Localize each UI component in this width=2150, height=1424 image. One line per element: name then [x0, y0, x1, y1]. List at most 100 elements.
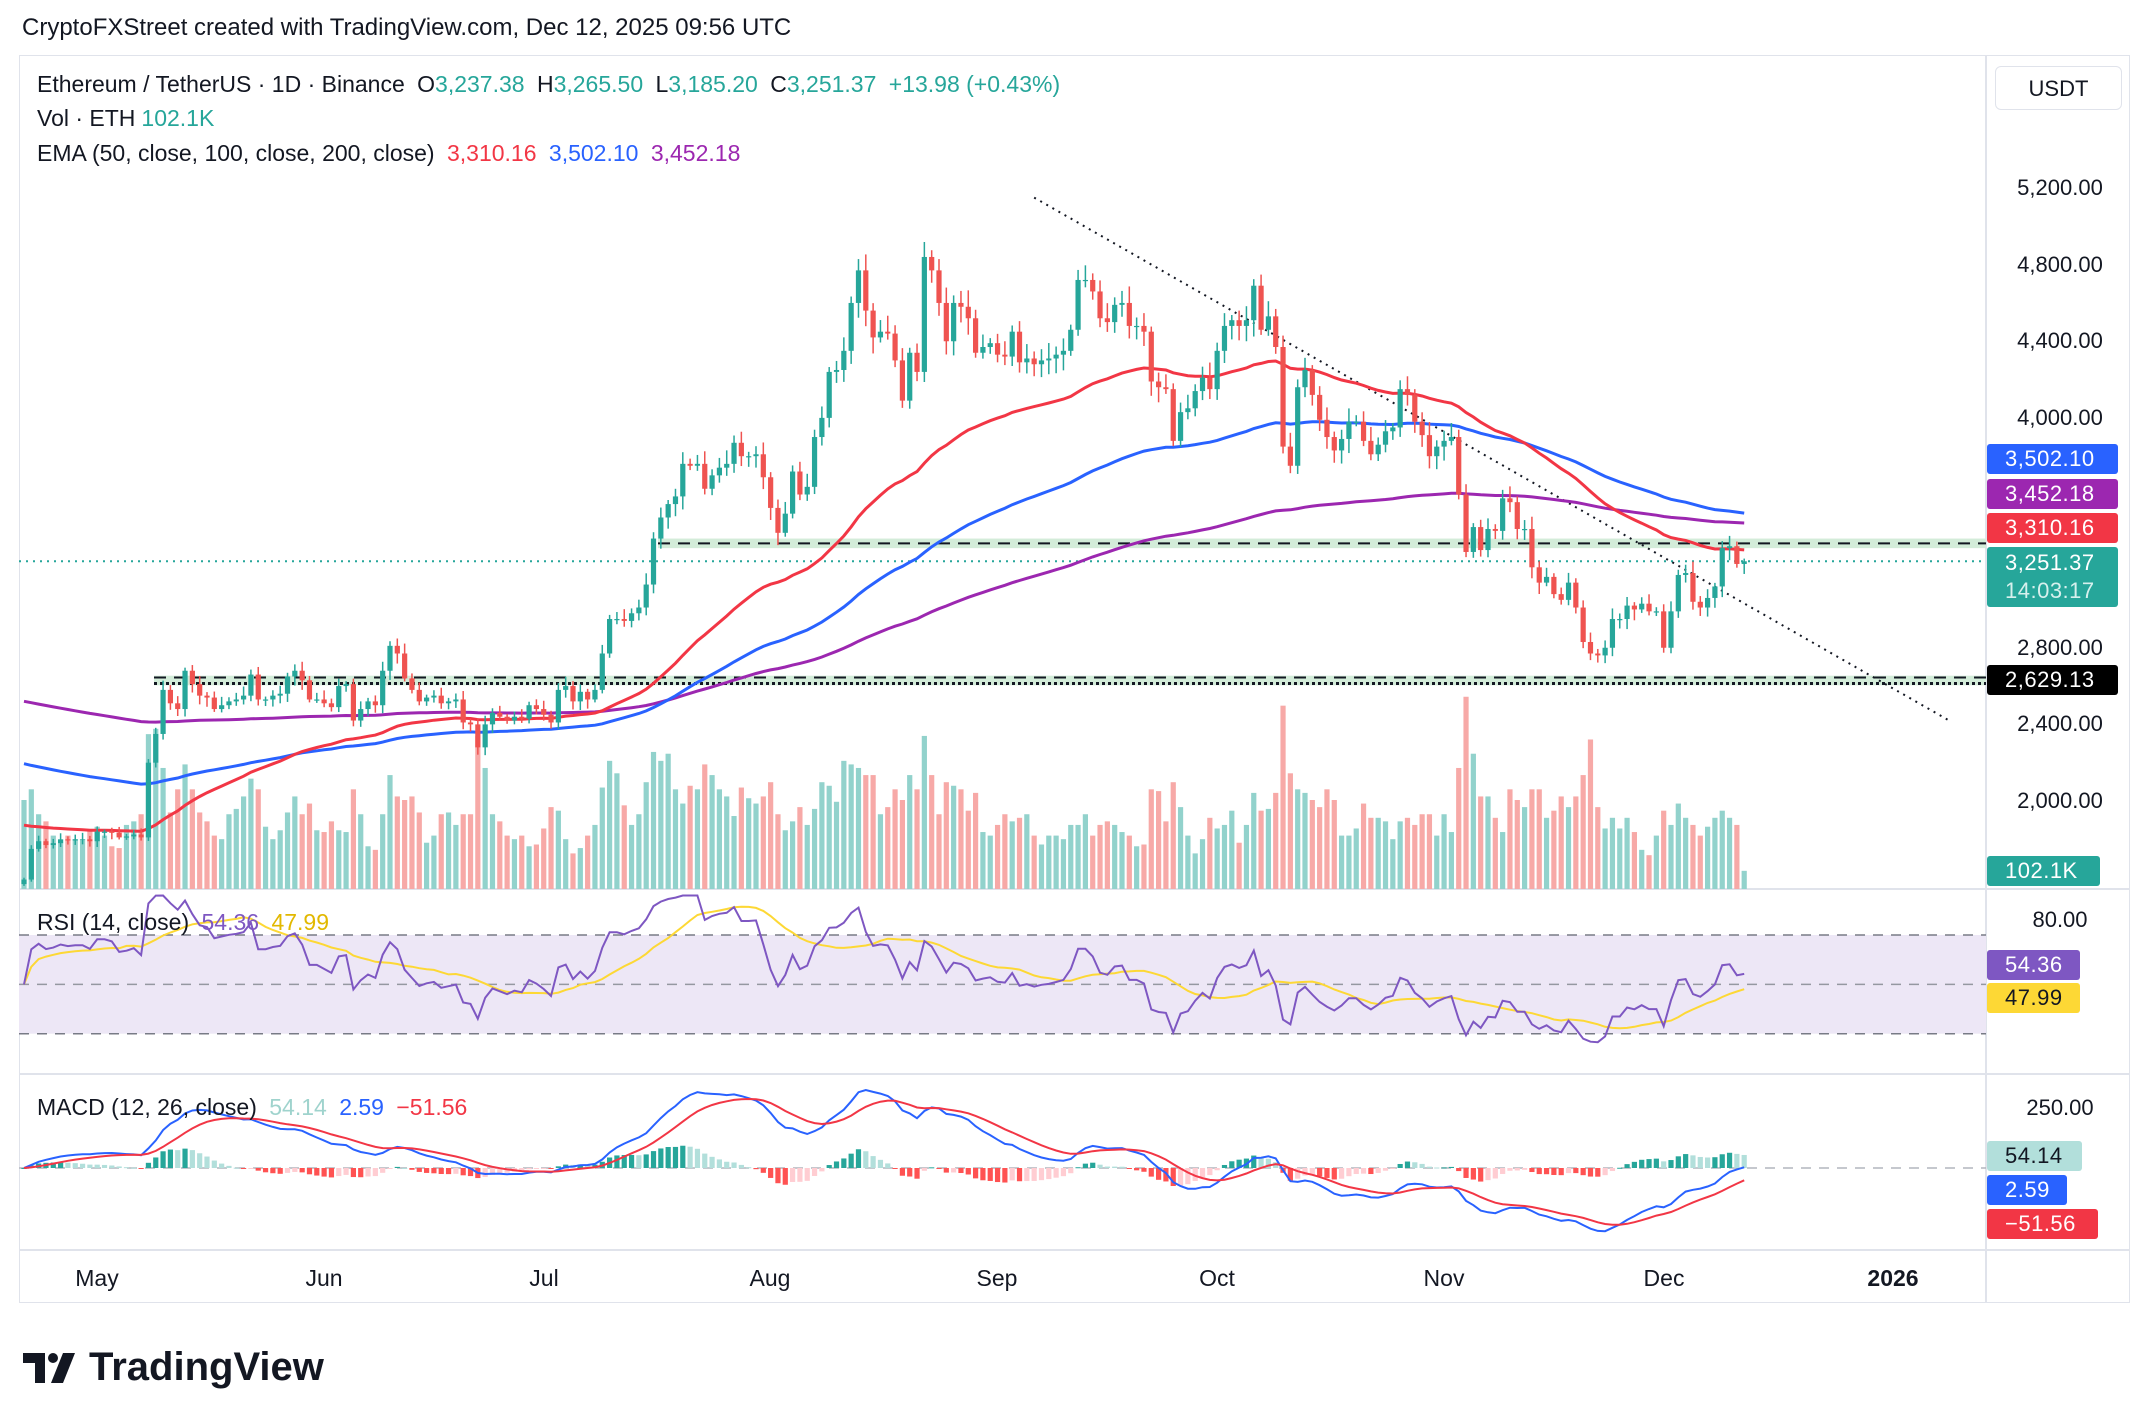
volume-bar — [804, 824, 810, 889]
candle-body — [548, 714, 554, 723]
volume-bar — [94, 826, 100, 889]
candle-body — [1404, 389, 1411, 395]
candle-body — [504, 716, 510, 721]
volume-bar — [1478, 796, 1484, 889]
macd-histogram-bar — [1141, 1168, 1147, 1172]
candle-body — [1024, 358, 1030, 363]
candle-body — [738, 442, 744, 457]
volume-bar — [365, 846, 371, 889]
macd-histogram-bar — [1192, 1168, 1198, 1181]
candle-body — [1412, 394, 1418, 422]
macd-histogram-bar — [1514, 1168, 1520, 1171]
volume-bar — [1397, 821, 1403, 889]
volume-bar — [994, 824, 1001, 889]
time-label: Nov — [1423, 1265, 1465, 1291]
candle-body — [636, 607, 642, 614]
macd-histogram-bar — [1390, 1168, 1396, 1169]
macd-histogram-bar — [431, 1168, 437, 1174]
volume-bar — [951, 785, 957, 889]
macd-histogram-bar — [109, 1165, 115, 1168]
macd-histogram-bar — [1075, 1167, 1081, 1169]
candle-body — [175, 703, 181, 710]
macd-histogram-bar — [1470, 1168, 1476, 1180]
candle-body — [885, 331, 891, 334]
candle-body — [1470, 527, 1476, 552]
volume-bar — [1185, 835, 1191, 889]
price-tick: 4,000.00 — [2017, 405, 2103, 430]
volume-bar — [870, 775, 876, 889]
candle-body — [50, 843, 56, 846]
candle-body — [943, 302, 949, 342]
macd-histogram-bar — [233, 1167, 239, 1169]
volume-bar — [1287, 773, 1293, 889]
volume-bar — [109, 846, 115, 889]
candle-body — [1741, 561, 1747, 564]
legend-ohlc: Ethereum / TetherUS · 1D · Binance O3,23… — [37, 71, 1066, 98]
volume-bar — [1104, 821, 1110, 889]
macd-histogram-bar — [306, 1168, 313, 1175]
volume-bar — [1258, 810, 1264, 889]
macd-histogram-bar — [145, 1162, 152, 1168]
macd-histogram-bar — [621, 1155, 627, 1168]
candle-body — [782, 513, 788, 533]
volume-bar — [1690, 824, 1696, 889]
macd-histogram-bar — [467, 1168, 474, 1177]
candle-body — [1573, 582, 1579, 608]
volume-bar — [511, 839, 518, 889]
volume-bar — [760, 796, 766, 889]
macd-histogram-bar — [189, 1150, 195, 1168]
volume-bar — [628, 824, 635, 889]
volume-bar — [1199, 839, 1206, 889]
volume-bar — [797, 807, 803, 889]
macd-histogram-bar — [951, 1168, 957, 1173]
macd-histogram-bar — [94, 1164, 100, 1168]
legend-change: +13.98 (+0.43%) — [888, 71, 1061, 97]
macd-histogram-bar — [760, 1168, 766, 1173]
candle-body — [1104, 318, 1110, 323]
macd-histogram-bar — [1726, 1152, 1733, 1168]
macd-histogram-bar — [936, 1168, 942, 1169]
volume-bar — [694, 789, 701, 889]
volume-bar — [167, 812, 173, 889]
macd-histogram-bar — [804, 1168, 810, 1181]
candle-body — [284, 676, 291, 694]
macd-histogram-bar — [1587, 1168, 1594, 1177]
macd-histogram-bar — [248, 1168, 254, 1169]
macd-histogram-bar — [899, 1168, 905, 1176]
macd-histogram-bar — [702, 1153, 708, 1168]
legend-macd-value: 2.59 — [339, 1094, 384, 1120]
currency-selector[interactable]: USDT — [1995, 66, 2122, 110]
volume-bar — [1273, 792, 1279, 889]
volume-bar — [585, 835, 591, 889]
macd-histogram-bar — [1595, 1168, 1601, 1177]
legend-macd-signal: −51.56 — [396, 1094, 468, 1120]
legend-low: 3,185.20 — [668, 71, 758, 97]
volume-bar — [929, 775, 935, 889]
legend-ema100: 3,502.10 — [548, 140, 639, 166]
macd-histogram-bar — [453, 1168, 459, 1174]
macd-hist-tag: 54.14 — [1987, 1141, 2082, 1171]
candle-body — [1031, 358, 1037, 365]
macd-histogram-bar — [1565, 1168, 1572, 1174]
tradingview-logo[interactable]: TradingView — [23, 1345, 324, 1390]
candle-body — [1580, 607, 1586, 643]
macd-histogram-bar — [1060, 1168, 1067, 1177]
candle-body — [167, 689, 173, 704]
candle-body — [277, 693, 283, 696]
candle-body — [431, 695, 437, 698]
volume-bar — [1639, 849, 1645, 889]
candle-body — [153, 733, 159, 763]
legend-volume: Vol · ETH 102.1K — [37, 105, 220, 132]
candle-body — [138, 834, 144, 838]
volume-bar — [1697, 835, 1703, 889]
volume-bar — [72, 839, 78, 889]
candle-body — [1565, 582, 1572, 600]
candle-body — [797, 471, 803, 495]
volume-bar — [636, 814, 642, 889]
candle-body — [1038, 360, 1045, 365]
volume-bar — [1236, 842, 1242, 889]
volume-bar — [1148, 789, 1154, 889]
candle-body — [145, 762, 152, 838]
volume-bar — [50, 835, 56, 889]
